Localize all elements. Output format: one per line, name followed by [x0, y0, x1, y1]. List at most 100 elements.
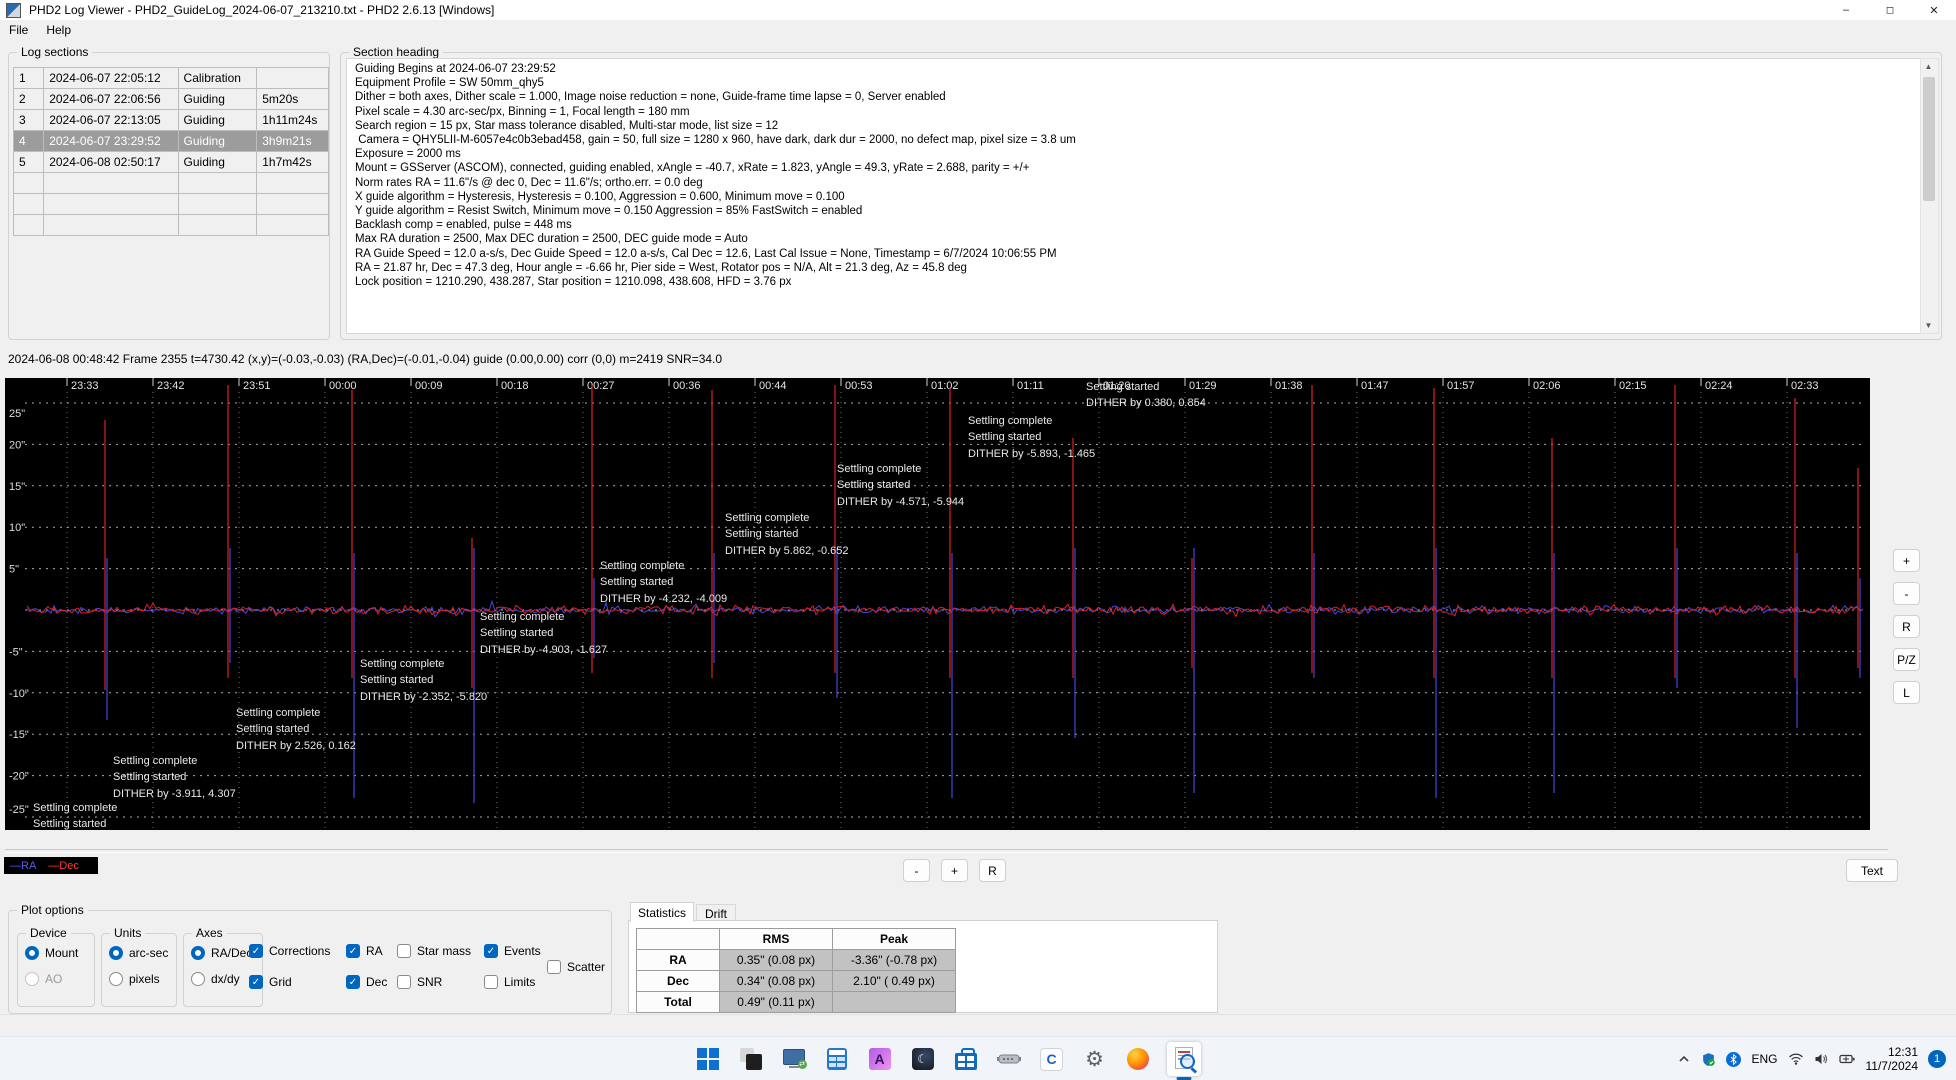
- text-button[interactable]: Text: [1846, 859, 1898, 882]
- annotation-line: Settling complete: [113, 755, 198, 767]
- stats-rms-value: 0.35" (0.08 px): [719, 949, 833, 971]
- taskbar-app-stellarium[interactable]: ☾: [909, 1046, 936, 1073]
- log-cell: [43, 214, 179, 236]
- taskbar-app-firefox[interactable]: [1124, 1046, 1151, 1073]
- checkbox-label: Limits: [504, 975, 536, 989]
- checkbox-events[interactable]: ✓ Events: [484, 944, 541, 958]
- svg-text:02:15: 02:15: [1619, 380, 1647, 392]
- close-button[interactable]: [1912, 0, 1956, 20]
- log-section-row[interactable]: 5 2024-06-08 02:50:17 Guiding 1h7m42s: [12, 151, 329, 173]
- log-section-row[interactable]: [12, 214, 329, 236]
- log-cell: [12, 214, 45, 236]
- side-zoom-in-button[interactable]: +: [1893, 549, 1920, 572]
- tab-drift[interactable]: Drift: [696, 904, 736, 922]
- system-tray: ENG 12:31 11/7/2024 1: [1677, 1037, 1946, 1080]
- side-lock-button[interactable]: L: [1893, 681, 1920, 704]
- taskbar-app-cpwi[interactable]: C: [1038, 1046, 1065, 1073]
- log-section-row[interactable]: 2 2024-06-07 22:06:56 Guiding 5m20s: [12, 88, 329, 110]
- axes-label: Axes: [192, 926, 227, 940]
- taskbar-app-phd2-log-viewer[interactable]: [1167, 1042, 1201, 1076]
- radio-device-ao[interactable]: AO: [25, 972, 62, 986]
- menu-file[interactable]: File: [9, 22, 29, 37]
- maximize-button[interactable]: [1868, 0, 1912, 20]
- wifi-icon[interactable]: [1788, 1052, 1804, 1066]
- section-heading-scrollbar[interactable]: ▲ ▼: [1920, 58, 1939, 334]
- reset-zoom-button[interactable]: R: [979, 859, 1006, 882]
- checkbox-dec[interactable]: ✓ Dec: [346, 975, 387, 989]
- checkbox-ra[interactable]: ✓ RA: [346, 944, 383, 958]
- taskbar-app-affinity-photo[interactable]: A: [866, 1046, 893, 1073]
- log-cell: 2024-06-07 22:13:05: [43, 109, 179, 131]
- checkbox-limits[interactable]: Limits: [484, 975, 535, 989]
- log-section-row[interactable]: 3 2024-06-07 22:13:05 Guiding 1h11m24s: [12, 109, 329, 131]
- annotation-line: Settling started: [236, 723, 310, 736]
- scroll-down-icon[interactable]: ▼: [1924, 321, 1933, 330]
- scrollbar-thumb[interactable]: [1923, 77, 1935, 201]
- annotation-line: DITHER by 0.380, 0.854: [1086, 397, 1206, 410]
- log-cell: 5: [12, 151, 45, 173]
- log-section-row[interactable]: 1 2024-06-07 22:05:12 Calibration: [12, 67, 329, 89]
- taskbar-app-calculator[interactable]: [823, 1046, 850, 1073]
- checkbox-snr[interactable]: SNR: [397, 975, 442, 989]
- minimize-button[interactable]: [1824, 0, 1868, 20]
- notification-badge[interactable]: 1: [1928, 1050, 1946, 1068]
- speaker-icon[interactable]: [1814, 1052, 1829, 1066]
- tray-date: 11/7/2024: [1865, 1059, 1919, 1073]
- log-section-row[interactable]: 4 2024-06-07 23:29:52 Guiding 3h9m21s: [12, 130, 329, 152]
- side-zoom-out-button[interactable]: -: [1893, 582, 1920, 605]
- svg-text:-5": -5": [9, 646, 23, 658]
- windows-security-icon[interactable]: [1701, 1052, 1716, 1067]
- svg-text:01:38: 01:38: [1275, 380, 1303, 392]
- checkbox-icon: ✓: [249, 975, 263, 989]
- side-pan-zoom-button[interactable]: P/Z: [1893, 648, 1920, 671]
- log-cell: Calibration: [177, 67, 258, 89]
- log-cell: 2024-06-07 22:06:56: [43, 88, 179, 110]
- log-text-line: Max RA duration = 2500, Max DEC duration…: [355, 233, 748, 246]
- side-reset-button[interactable]: R: [1893, 615, 1920, 638]
- annotation-line: Settling started: [480, 627, 554, 640]
- annotation-line: DITHER by -5.893, -1.465: [968, 447, 1096, 460]
- checkbox-scatter[interactable]: Scatter: [547, 960, 605, 974]
- radio-icon: [191, 946, 205, 960]
- log-section-row[interactable]: [12, 193, 329, 215]
- checkbox-grid[interactable]: ✓ Grid: [249, 975, 292, 989]
- svg-text:-15": -15": [9, 729, 29, 741]
- battery-icon[interactable]: [1838, 1052, 1856, 1066]
- section-heading-text[interactable]: Guiding Begins at 2024-06-07 23:29:52 Equ…: [346, 58, 1922, 334]
- svg-text:02:24: 02:24: [1705, 380, 1733, 392]
- radio-units-pixels[interactable]: pixels: [109, 972, 160, 986]
- stats-row: Total 0.49" (0.11 px): [636, 991, 956, 1013]
- statistics-table: RMS Peak RA 0.35" (0.08 px) -3.36" (-0.78 px…: [636, 928, 956, 1013]
- svg-text:23:51: 23:51: [243, 380, 271, 392]
- taskbar-app-settings-gear[interactable]: ⚙: [1085, 1047, 1104, 1071]
- dither-event-annotation: Settling complete Settling started DITHER …: [600, 558, 727, 607]
- guide-graph[interactable]: 23:33 23:42 23:51 00:00 00:09 00:18 00:27 00:36…: [5, 378, 1870, 830]
- zoom-out-button[interactable]: -: [903, 859, 930, 882]
- scroll-up-icon[interactable]: ▲: [1924, 62, 1933, 71]
- checkbox-corrections[interactable]: ✓ Corrections: [249, 944, 330, 958]
- radio-label: AO: [45, 972, 63, 986]
- radio-units-arcsec[interactable]: arc-sec: [109, 946, 168, 960]
- radio-axes-radec[interactable]: RA/Dec: [191, 946, 252, 960]
- zoom-in-button[interactable]: +: [941, 859, 968, 882]
- taskbar-app-microsoft-store[interactable]: [952, 1046, 979, 1073]
- taskbar-app-start[interactable]: [694, 1046, 721, 1073]
- tab-statistics[interactable]: Statistics: [630, 902, 694, 922]
- tray-clock[interactable]: 12:31 11/7/2024: [1866, 1045, 1919, 1073]
- tray-chevron-up-icon[interactable]: [1677, 1052, 1691, 1066]
- app-icon: [6, 2, 21, 18]
- log-section-row[interactable]: [12, 172, 329, 194]
- bluetooth-icon[interactable]: [1726, 1051, 1742, 1067]
- log-cell: 1: [12, 67, 45, 89]
- dither-event-annotation: Settling complete Settling started DITHER …: [113, 753, 236, 802]
- checkbox-star-mass[interactable]: Star mass: [397, 944, 471, 958]
- guide-graph-canvas[interactable]: 23:33 23:42 23:51 00:00 00:09 00:18 00:27 00:36…: [5, 378, 1870, 830]
- log-text-line: Equipment Profile = SW 50mm_qhy5: [355, 77, 544, 90]
- menu-help[interactable]: Help: [46, 22, 72, 37]
- taskbar-app-remote-desktop[interactable]: ⇄: [780, 1046, 807, 1073]
- taskbar-app-serial-port[interactable]: [995, 1046, 1022, 1073]
- taskbar-app-window-switcher[interactable]: [737, 1046, 764, 1073]
- radio-axes-dxdy[interactable]: dx/dy: [191, 972, 240, 986]
- radio-device-mount[interactable]: Mount: [25, 946, 78, 960]
- tray-language[interactable]: ENG: [1751, 1052, 1778, 1066]
